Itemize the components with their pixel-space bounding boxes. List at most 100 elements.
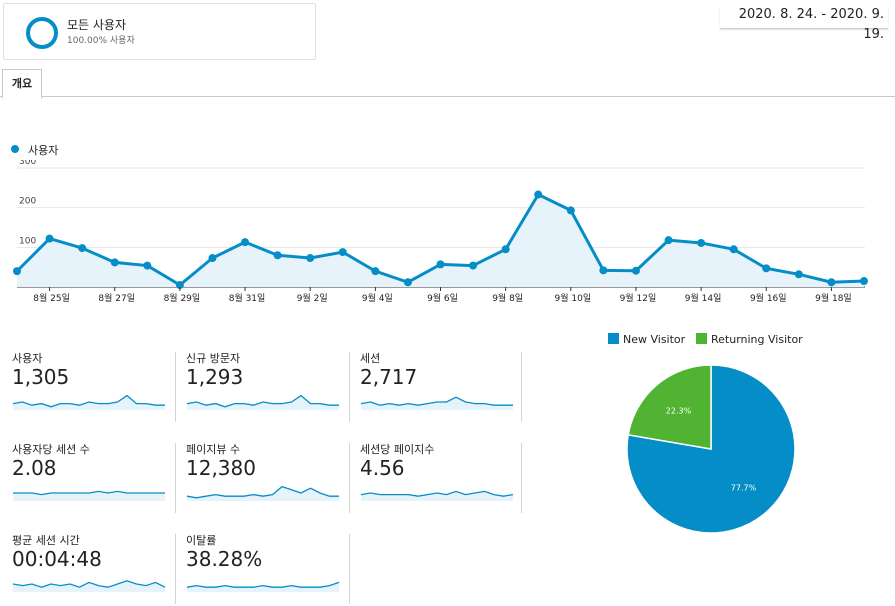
metric-divider (175, 443, 176, 513)
pie-legend-returning-label: Returning Visitor (711, 333, 803, 346)
sparkline-fill (187, 486, 339, 501)
sparkline-line (360, 396, 513, 406)
data-point (175, 281, 184, 290)
metric-divider (175, 534, 176, 604)
data-point (273, 251, 282, 260)
sparkline-line (12, 394, 165, 408)
pie-slice (627, 364, 712, 450)
x-tick-label: 8월 27일 (98, 292, 135, 304)
metric-value: 1,305 (12, 365, 70, 389)
sparkline-fill (13, 580, 165, 592)
x-tick-label: 9월 6일 (427, 292, 458, 304)
new-visitor-swatch-icon (608, 333, 619, 344)
metric-divider (349, 443, 350, 513)
metric-divider (521, 443, 522, 513)
tab-bar-divider (0, 96, 895, 97)
data-point (697, 238, 706, 247)
x-tick-label: 9월 8일 (492, 292, 523, 304)
data-point (241, 238, 250, 247)
tab-overview[interactable]: 개요 (2, 69, 42, 99)
data-point (403, 278, 412, 287)
metric-label: 세션당 페이지수 (360, 443, 435, 456)
pie-legend-new-label: New Visitor (623, 333, 686, 346)
pie-slice (626, 364, 796, 534)
y-tick-label: 200 (19, 197, 36, 207)
x-tick-label: 9월 4일 (362, 292, 393, 304)
metric-label: 사용자 (12, 352, 43, 365)
data-point (371, 267, 380, 276)
y-tick-label: 100 (19, 236, 36, 246)
series-legend-dot-icon (11, 145, 19, 153)
data-point (599, 266, 608, 275)
segment-ring-icon (26, 17, 58, 49)
metric-sparkline (360, 490, 514, 501)
data-point (794, 270, 803, 279)
sparkline-line (186, 581, 340, 588)
segment-subtitle: 100.00% 사용자 (67, 36, 135, 46)
x-tick-label: 8월 25일 (33, 292, 70, 304)
sparkline-line (186, 485, 339, 499)
visitor-pie-chart: 77.7% 22.3% (626, 364, 796, 534)
series-legend-label: 사용자 (28, 144, 59, 157)
x-tick-label: 9월 2일 (297, 292, 328, 304)
metric-sparkline (186, 581, 340, 592)
metric-label: 평균 세션 시간 (12, 534, 80, 547)
y-tick-label: 300 (19, 160, 36, 167)
x-tick-label: 9월 18일 (815, 292, 852, 304)
metric-sparkline (12, 580, 166, 592)
metric-sparkline (13, 490, 165, 501)
metric-label: 신규 방문자 (186, 352, 241, 365)
data-point (664, 236, 673, 245)
x-tick-label: 9월 10일 (555, 292, 592, 304)
metric-value: 1,293 (186, 365, 244, 389)
pie-legend-new: New Visitor (608, 333, 685, 346)
metric-sparkline (360, 396, 513, 410)
data-point (469, 261, 478, 270)
data-point (827, 278, 836, 287)
sparkline-fill (361, 491, 513, 501)
data-point (338, 248, 347, 257)
pie-legend-returning: Returning Visitor (696, 333, 803, 346)
sparkline-fill (13, 395, 165, 410)
pie-slice-label: 77.7% (731, 484, 757, 493)
data-point (860, 277, 868, 286)
metric-sparkline (186, 394, 339, 410)
data-point (45, 234, 54, 243)
data-point (13, 267, 21, 276)
segment-title: 모든 사용자 (67, 18, 127, 32)
metric-value: 4.56 (360, 456, 405, 480)
x-tick-label: 9월 16일 (750, 292, 787, 304)
sparkline-fill (187, 395, 339, 410)
sparkline-line (360, 490, 514, 497)
x-tick-label: 8월 29일 (164, 292, 201, 304)
metric-sparkline (186, 485, 339, 501)
metric-value: 2,717 (360, 365, 418, 389)
data-point (78, 244, 87, 253)
sparkline-fill (187, 582, 339, 592)
metric-divider (521, 352, 522, 422)
sparkline-line (13, 490, 165, 496)
x-tick-label: 8월 31일 (229, 292, 266, 304)
metric-divider (349, 352, 350, 422)
sparkline-fill (13, 491, 165, 501)
metric-value: 2.08 (12, 456, 57, 480)
area-fill (17, 194, 864, 287)
data-point (631, 266, 640, 275)
metric-sparkline (12, 394, 165, 410)
metric-value: 00:04:48 (12, 547, 102, 571)
metric-divider (349, 534, 350, 604)
metric-divider (175, 352, 176, 422)
date-range-picker[interactable]: 2020. 8. 24. - 2020. 9. 19. (720, 5, 888, 42)
data-point (534, 190, 543, 199)
segment-card[interactable]: 모든 사용자 100.00% 사용자 (3, 3, 316, 60)
metric-label: 세션 (360, 352, 381, 365)
pie-slice-label: 22.3% (666, 406, 692, 415)
data-point (566, 206, 575, 215)
data-point (110, 258, 119, 267)
metric-label: 사용자당 세션 수 (12, 443, 90, 456)
returning-visitor-swatch-icon (696, 333, 707, 344)
data-point (436, 260, 445, 269)
data-point (729, 245, 738, 254)
sparkline-line (186, 394, 339, 408)
data-point (208, 254, 217, 263)
